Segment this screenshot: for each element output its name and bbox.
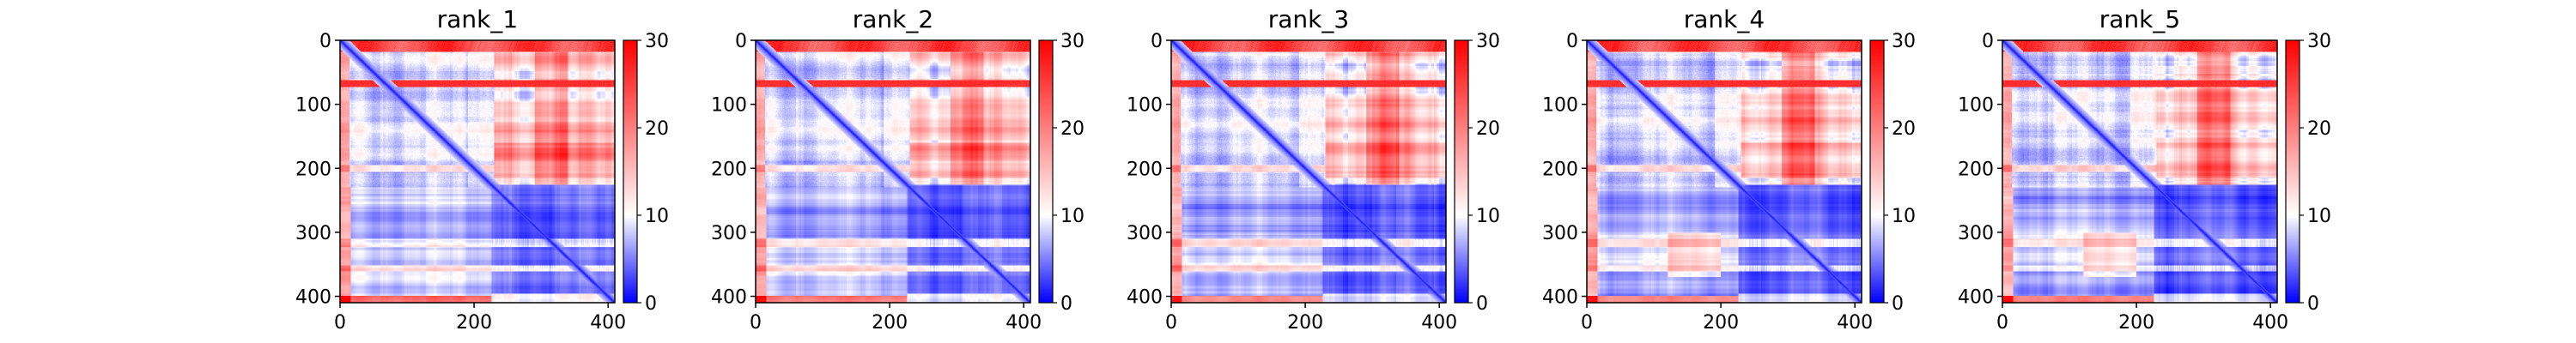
colorbar-tick-label: 30 bbox=[645, 31, 669, 52]
colorbar-gradient bbox=[1870, 40, 1884, 303]
y-tick-label: 300 bbox=[1127, 223, 1163, 244]
y-tick-label: 0 bbox=[1566, 31, 1578, 52]
colorbar-tick-label: 10 bbox=[2307, 206, 2331, 227]
y-tick-label: 100 bbox=[1127, 95, 1163, 117]
colorbar-tick-label: 10 bbox=[645, 206, 669, 227]
colorbar-tick-label: 0 bbox=[1060, 293, 1072, 315]
y-tick-label: 100 bbox=[1958, 95, 1994, 117]
y-tick-label: 400 bbox=[1127, 287, 1163, 309]
x-tick-label: 400 bbox=[1421, 312, 1457, 334]
x-tick-label: 400 bbox=[1837, 312, 1873, 334]
panel-title: rank_3 bbox=[1268, 5, 1349, 33]
y-tick-label: 200 bbox=[711, 159, 747, 180]
y-tick-label: 0 bbox=[735, 31, 747, 52]
axes-frame bbox=[1586, 39, 1862, 304]
colorbar-gradient bbox=[2286, 40, 2300, 303]
axes-frame bbox=[339, 39, 616, 304]
colorbar-tick-label: 0 bbox=[645, 293, 657, 315]
y-tick-label: 200 bbox=[295, 159, 331, 180]
x-tick-label: 400 bbox=[2252, 312, 2288, 334]
heatmap-image bbox=[756, 40, 1030, 303]
colorbar-gradient bbox=[1039, 40, 1053, 303]
colorbar-tick-label: 0 bbox=[1476, 293, 1488, 315]
y-tick-label: 200 bbox=[1542, 159, 1578, 180]
x-tick-label: 200 bbox=[872, 312, 908, 334]
x-tick-label: 200 bbox=[456, 312, 492, 334]
y-tick-label: 300 bbox=[711, 223, 747, 244]
colorbar-frame bbox=[1869, 39, 1885, 304]
colorbar-tick-label: 0 bbox=[2307, 293, 2319, 315]
colorbar-tick-label: 20 bbox=[2307, 118, 2331, 140]
y-tick-label: 400 bbox=[1958, 287, 1994, 309]
y-tick-label: 0 bbox=[1151, 31, 1163, 52]
panel-title: rank_1 bbox=[437, 5, 518, 33]
y-tick-label: 300 bbox=[1958, 223, 1994, 244]
x-tick-label: 0 bbox=[334, 312, 346, 334]
colorbar-tick-label: 10 bbox=[1892, 206, 1916, 227]
panel-title: rank_5 bbox=[2099, 5, 2180, 33]
colorbar-frame bbox=[1038, 39, 1054, 304]
heatmap-image bbox=[1587, 40, 1862, 303]
colorbar-tick-label: 30 bbox=[1060, 31, 1084, 52]
colorbar-tick-label: 30 bbox=[1476, 31, 1500, 52]
heatmap-image bbox=[340, 40, 615, 303]
colorbar-gradient bbox=[1455, 40, 1468, 303]
axes-frame bbox=[2002, 39, 2278, 304]
x-tick-label: 200 bbox=[2118, 312, 2154, 334]
colorbar-frame bbox=[2285, 39, 2300, 304]
y-tick-label: 200 bbox=[1127, 159, 1163, 180]
x-tick-label: 0 bbox=[1581, 312, 1593, 334]
panel-title: rank_2 bbox=[853, 5, 933, 33]
colorbar-tick-label: 30 bbox=[1892, 31, 1916, 52]
y-tick-label: 400 bbox=[711, 287, 747, 309]
x-tick-label: 400 bbox=[1005, 312, 1042, 334]
y-tick-label: 100 bbox=[711, 95, 747, 117]
colorbar-frame bbox=[623, 39, 638, 304]
colorbar-frame bbox=[1454, 39, 1469, 304]
x-tick-label: 200 bbox=[1703, 312, 1739, 334]
y-tick-label: 100 bbox=[295, 95, 331, 117]
heatmap-image bbox=[1171, 40, 1446, 303]
colorbar-tick-label: 0 bbox=[1892, 293, 1904, 315]
colorbar-tick-label: 20 bbox=[645, 118, 669, 140]
y-tick-label: 0 bbox=[319, 31, 331, 52]
y-tick-label: 0 bbox=[1982, 31, 1994, 52]
x-tick-label: 200 bbox=[1287, 312, 1323, 334]
x-tick-label: 0 bbox=[750, 312, 762, 334]
axes-frame bbox=[1170, 39, 1447, 304]
colorbar-tick-label: 20 bbox=[1476, 118, 1500, 140]
y-tick-label: 300 bbox=[1542, 223, 1578, 244]
colorbar-tick-label: 10 bbox=[1060, 206, 1084, 227]
y-tick-label: 100 bbox=[1542, 95, 1578, 117]
colorbar-tick-label: 20 bbox=[1060, 118, 1084, 140]
colorbar-tick-label: 10 bbox=[1476, 206, 1500, 227]
y-tick-label: 200 bbox=[1958, 159, 1994, 180]
colorbar-tick-label: 20 bbox=[1892, 118, 1916, 140]
x-tick-label: 0 bbox=[1996, 312, 2008, 334]
y-tick-label: 400 bbox=[1542, 287, 1578, 309]
colorbar-gradient bbox=[623, 40, 637, 303]
panel-title: rank_4 bbox=[1684, 5, 1765, 33]
axes-frame bbox=[755, 39, 1031, 304]
colorbar-tick-label: 30 bbox=[2307, 31, 2331, 52]
x-tick-label: 400 bbox=[590, 312, 626, 334]
y-tick-label: 400 bbox=[295, 287, 331, 309]
y-tick-label: 300 bbox=[295, 223, 331, 244]
heatmap-image bbox=[2002, 40, 2277, 303]
x-tick-label: 0 bbox=[1165, 312, 1177, 334]
